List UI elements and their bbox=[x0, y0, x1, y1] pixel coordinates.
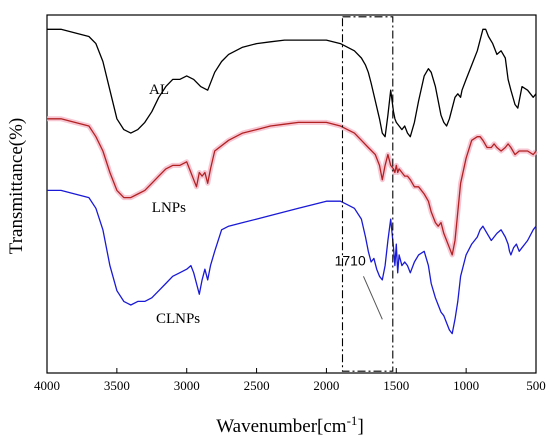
x-axis-title-end: ] bbox=[357, 416, 363, 437]
x-tick-label-2000: 2000 bbox=[313, 378, 339, 393]
series-label-clnps: CLNPs bbox=[156, 311, 200, 327]
x-tick-label-3000: 3000 bbox=[174, 378, 200, 393]
x-axis-title-main: Wavenumber[cm bbox=[216, 416, 347, 437]
x-tick-label-1000: 1000 bbox=[453, 378, 479, 393]
x-axis-title-superscript: -1 bbox=[347, 413, 358, 428]
x-tick-label-1500: 1500 bbox=[383, 378, 409, 393]
series-line-clnps bbox=[47, 189, 537, 335]
highlight-dashdot-box bbox=[341, 16, 394, 372]
x-tick-label-2500: 2500 bbox=[244, 378, 270, 393]
x-tick-label-500: 500 bbox=[526, 378, 546, 393]
series-line-al bbox=[47, 28, 537, 138]
series-lnps-error-band bbox=[47, 116, 538, 258]
series-line-lnps bbox=[47, 118, 537, 256]
series-label-lnps: LNPs bbox=[152, 200, 186, 216]
series-label-al: AL bbox=[149, 82, 169, 98]
annotation-1710-leader-line bbox=[362, 276, 383, 320]
y-axis-title: Transmittance(%) bbox=[6, 118, 27, 255]
x-tick-label-4000: 4000 bbox=[34, 378, 60, 393]
annotation-1710-label: 1710 bbox=[335, 253, 366, 269]
x-axis-title: Wavenumber[cm-1] bbox=[216, 413, 364, 437]
plot-frame bbox=[46, 14, 537, 374]
x-tick-label-3500: 3500 bbox=[104, 378, 130, 393]
